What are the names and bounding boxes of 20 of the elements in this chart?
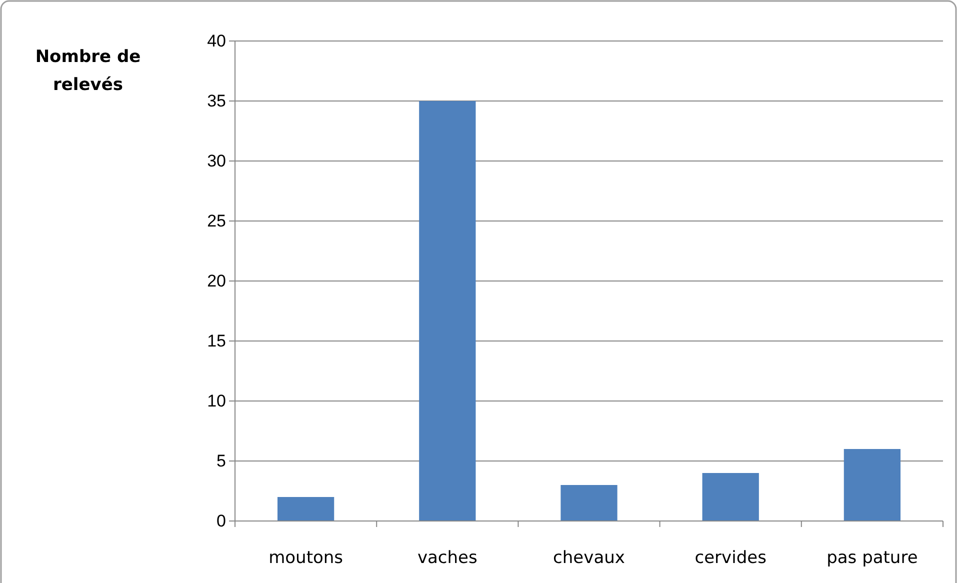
y-tick-label: 40: [207, 31, 226, 50]
bar: [702, 473, 759, 521]
x-tick-label: chevaux: [553, 548, 625, 568]
y-tick-label: 15: [207, 331, 226, 350]
x-tick-label: cervides: [694, 548, 767, 568]
bar: [277, 497, 334, 521]
bar: [560, 485, 618, 521]
x-tick-label: vaches: [417, 548, 478, 568]
x-tick-label: moutons: [268, 548, 344, 568]
y-tick-label: 20: [207, 271, 226, 290]
y-tick-label: 5: [216, 451, 226, 470]
bar: [844, 449, 901, 521]
x-tick-label: pas pature: [826, 548, 918, 568]
y-axis-title: Nombre de relevés: [35, 47, 141, 95]
y-tick-label: 10: [207, 391, 226, 410]
y-tick-label: 25: [207, 211, 226, 230]
y-tick-label: 35: [207, 91, 226, 110]
y-tick-label: 30: [207, 151, 226, 170]
y-tick-label: 0: [216, 511, 226, 530]
bar: [419, 101, 476, 521]
